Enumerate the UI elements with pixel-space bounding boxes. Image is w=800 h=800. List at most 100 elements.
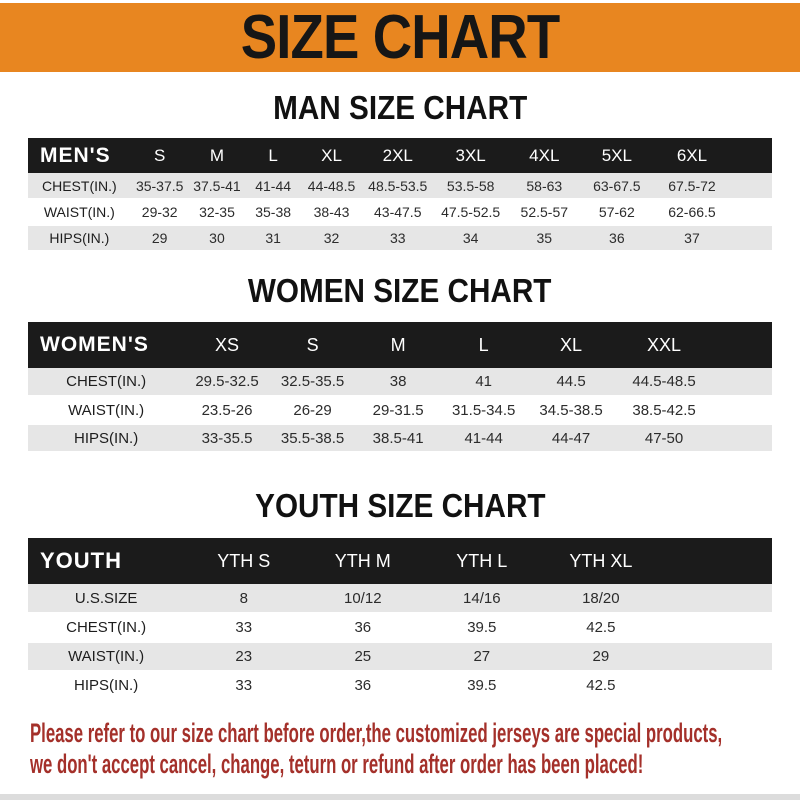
table-cell: 57-62 — [580, 199, 653, 226]
table-cell: 26-29 — [269, 396, 356, 425]
table-cell: 34.5-38.5 — [526, 396, 616, 425]
row-spacer — [660, 584, 772, 614]
table-row: CHEST(IN.) 35-37.5 37.5-41 41-44 44-48.5 48.5… — [28, 173, 772, 200]
table-cell: 63-67.5 — [580, 173, 653, 200]
table-row: HIPS(IN.) 33 36 39.5 42.5 — [28, 671, 772, 701]
row-label: CHEST(IN.) — [28, 613, 185, 643]
women-size-chart-heading: WOMEN SIZE CHART — [248, 272, 552, 309]
page-title: SIZE CHART — [240, 2, 560, 72]
table-cell: 10/12 — [303, 584, 423, 614]
header-row: WOMEN'S XS S M L XL XXL — [28, 322, 772, 368]
size-column-header: M — [188, 138, 246, 173]
table-cell: 58-63 — [507, 173, 581, 200]
table-cell: 53.5-58 — [433, 173, 508, 200]
size-column-header: 5XL — [580, 138, 653, 173]
row-label: CHEST(IN.) — [28, 368, 185, 397]
table-cell: 18/20 — [541, 584, 661, 614]
table-cell: 35.5-38.5 — [269, 424, 356, 453]
row-spacer — [731, 199, 772, 226]
table-corner-label: WOMEN'S — [28, 322, 185, 368]
size-column-header: YTH M — [303, 538, 423, 584]
table-cell: 41-44 — [440, 424, 527, 453]
row-label: U.S.SIZE — [28, 584, 185, 614]
size-column-header: S — [269, 322, 356, 368]
size-column-header: XL — [301, 138, 363, 173]
table-cell: 14/16 — [422, 584, 542, 614]
table-cell: 35 — [507, 225, 581, 252]
size-column-header: YTH L — [422, 538, 542, 584]
row-spacer — [731, 173, 772, 200]
table-row: WAIST(IN.) 23 25 27 29 — [28, 642, 772, 672]
size-chart-banner: SIZE CHART — [0, 3, 800, 72]
table-cell: 44-48.5 — [301, 173, 363, 200]
men-size-table: MEN'S S M L XL 2XL 3XL 4XL 5XL 6XL CHEST(IN.) 35-37… — [28, 138, 772, 252]
table-cell: 36 — [303, 671, 423, 701]
table-cell: 47.5-52.5 — [433, 199, 508, 226]
size-column-header: XL — [526, 322, 616, 368]
table-cell: 41-44 — [245, 173, 302, 200]
size-column-header: 4XL — [507, 138, 581, 173]
table-cell: 41 — [440, 368, 527, 397]
table-cell: 8 — [184, 584, 304, 614]
table-row: WAIST(IN.) 29-32 32-35 35-38 38-43 43-47.5 47.… — [28, 199, 772, 226]
table-cell: 33 — [184, 613, 304, 643]
row-spacer — [712, 368, 772, 397]
row-label: CHEST(IN.) — [28, 173, 131, 200]
disclaimer-line-1: Please refer to our size chart before or… — [30, 718, 723, 748]
table-row: CHEST(IN.) 33 36 39.5 42.5 — [28, 613, 772, 643]
table-cell: 34 — [433, 225, 508, 252]
size-column-header: M — [355, 322, 441, 368]
table-cell: 35-37.5 — [130, 173, 189, 200]
row-label: HIPS(IN.) — [28, 225, 131, 252]
size-column-header: 6XL — [652, 138, 732, 173]
table-cell: 38-43 — [301, 199, 363, 226]
table-row: HIPS(IN.) 33-35.5 35.5-38.5 38.5-41 41-44 44-… — [28, 424, 772, 453]
table-cell: 39.5 — [422, 671, 542, 701]
table-cell: 33 — [184, 671, 304, 701]
header-row: MEN'S S M L XL 2XL 3XL 4XL 5XL 6XL — [28, 138, 772, 173]
size-column-header: YTH S — [184, 538, 304, 584]
table-cell: 29 — [130, 225, 189, 252]
table-cell: 30 — [188, 225, 246, 252]
size-column-header: 3XL — [433, 138, 508, 173]
table-cell: 32 — [301, 225, 363, 252]
table-cell: 62-66.5 — [652, 199, 732, 226]
row-spacer — [712, 424, 772, 453]
table-cell: 37 — [652, 225, 732, 252]
table-cell: 35-38 — [245, 199, 302, 226]
table-row: HIPS(IN.) 29 30 31 32 33 34 35 36 37 — [28, 225, 772, 252]
table-cell: 23 — [184, 642, 304, 672]
table-cell: 43-47.5 — [362, 199, 434, 226]
row-label: WAIST(IN.) — [28, 642, 185, 672]
table-cell: 67.5-72 — [652, 173, 732, 200]
table-row: WAIST(IN.) 23.5-26 26-29 29-31.5 31.5-34.5 34… — [28, 396, 772, 425]
women-size-table: WOMEN'S XS S M L XL XXL CHEST(IN.) 29.5-32.5 32.5… — [28, 322, 772, 453]
man-size-chart-heading: MAN SIZE CHART — [272, 89, 528, 126]
table-cell: 42.5 — [541, 613, 661, 643]
table-row: CHEST(IN.) 29.5-32.5 32.5-35.5 38 41 44.5 44.5… — [28, 368, 772, 397]
size-column-header: XS — [184, 322, 270, 368]
table-cell: 33 — [362, 225, 434, 252]
table-cell: 44-47 — [526, 424, 616, 453]
table-cell: 33-35.5 — [184, 424, 270, 453]
table-cell: 44.5-48.5 — [615, 368, 713, 397]
header-row: YOUTH YTH S YTH M YTH L YTH XL — [28, 538, 772, 584]
table-corner-label: MEN'S — [28, 138, 131, 173]
size-column-header: YTH XL — [541, 538, 661, 584]
table-cell: 38.5-42.5 — [615, 396, 713, 425]
table-cell: 31 — [245, 225, 302, 252]
table-cell: 29-32 — [130, 199, 189, 226]
size-column-header: L — [245, 138, 302, 173]
bottom-edge-strip — [0, 794, 800, 800]
row-label: HIPS(IN.) — [28, 671, 185, 701]
header-spacer — [731, 138, 772, 173]
row-spacer — [731, 225, 772, 252]
row-spacer — [660, 642, 772, 672]
youth-size-table: YOUTH YTH S YTH M YTH L YTH XL U.S.SIZE 8 10/12… — [28, 538, 772, 701]
table-cell: 36 — [580, 225, 653, 252]
row-label: WAIST(IN.) — [28, 199, 131, 226]
row-label: WAIST(IN.) — [28, 396, 185, 425]
row-spacer — [660, 613, 772, 643]
table-cell: 47-50 — [615, 424, 713, 453]
table-cell: 48.5-53.5 — [362, 173, 434, 200]
